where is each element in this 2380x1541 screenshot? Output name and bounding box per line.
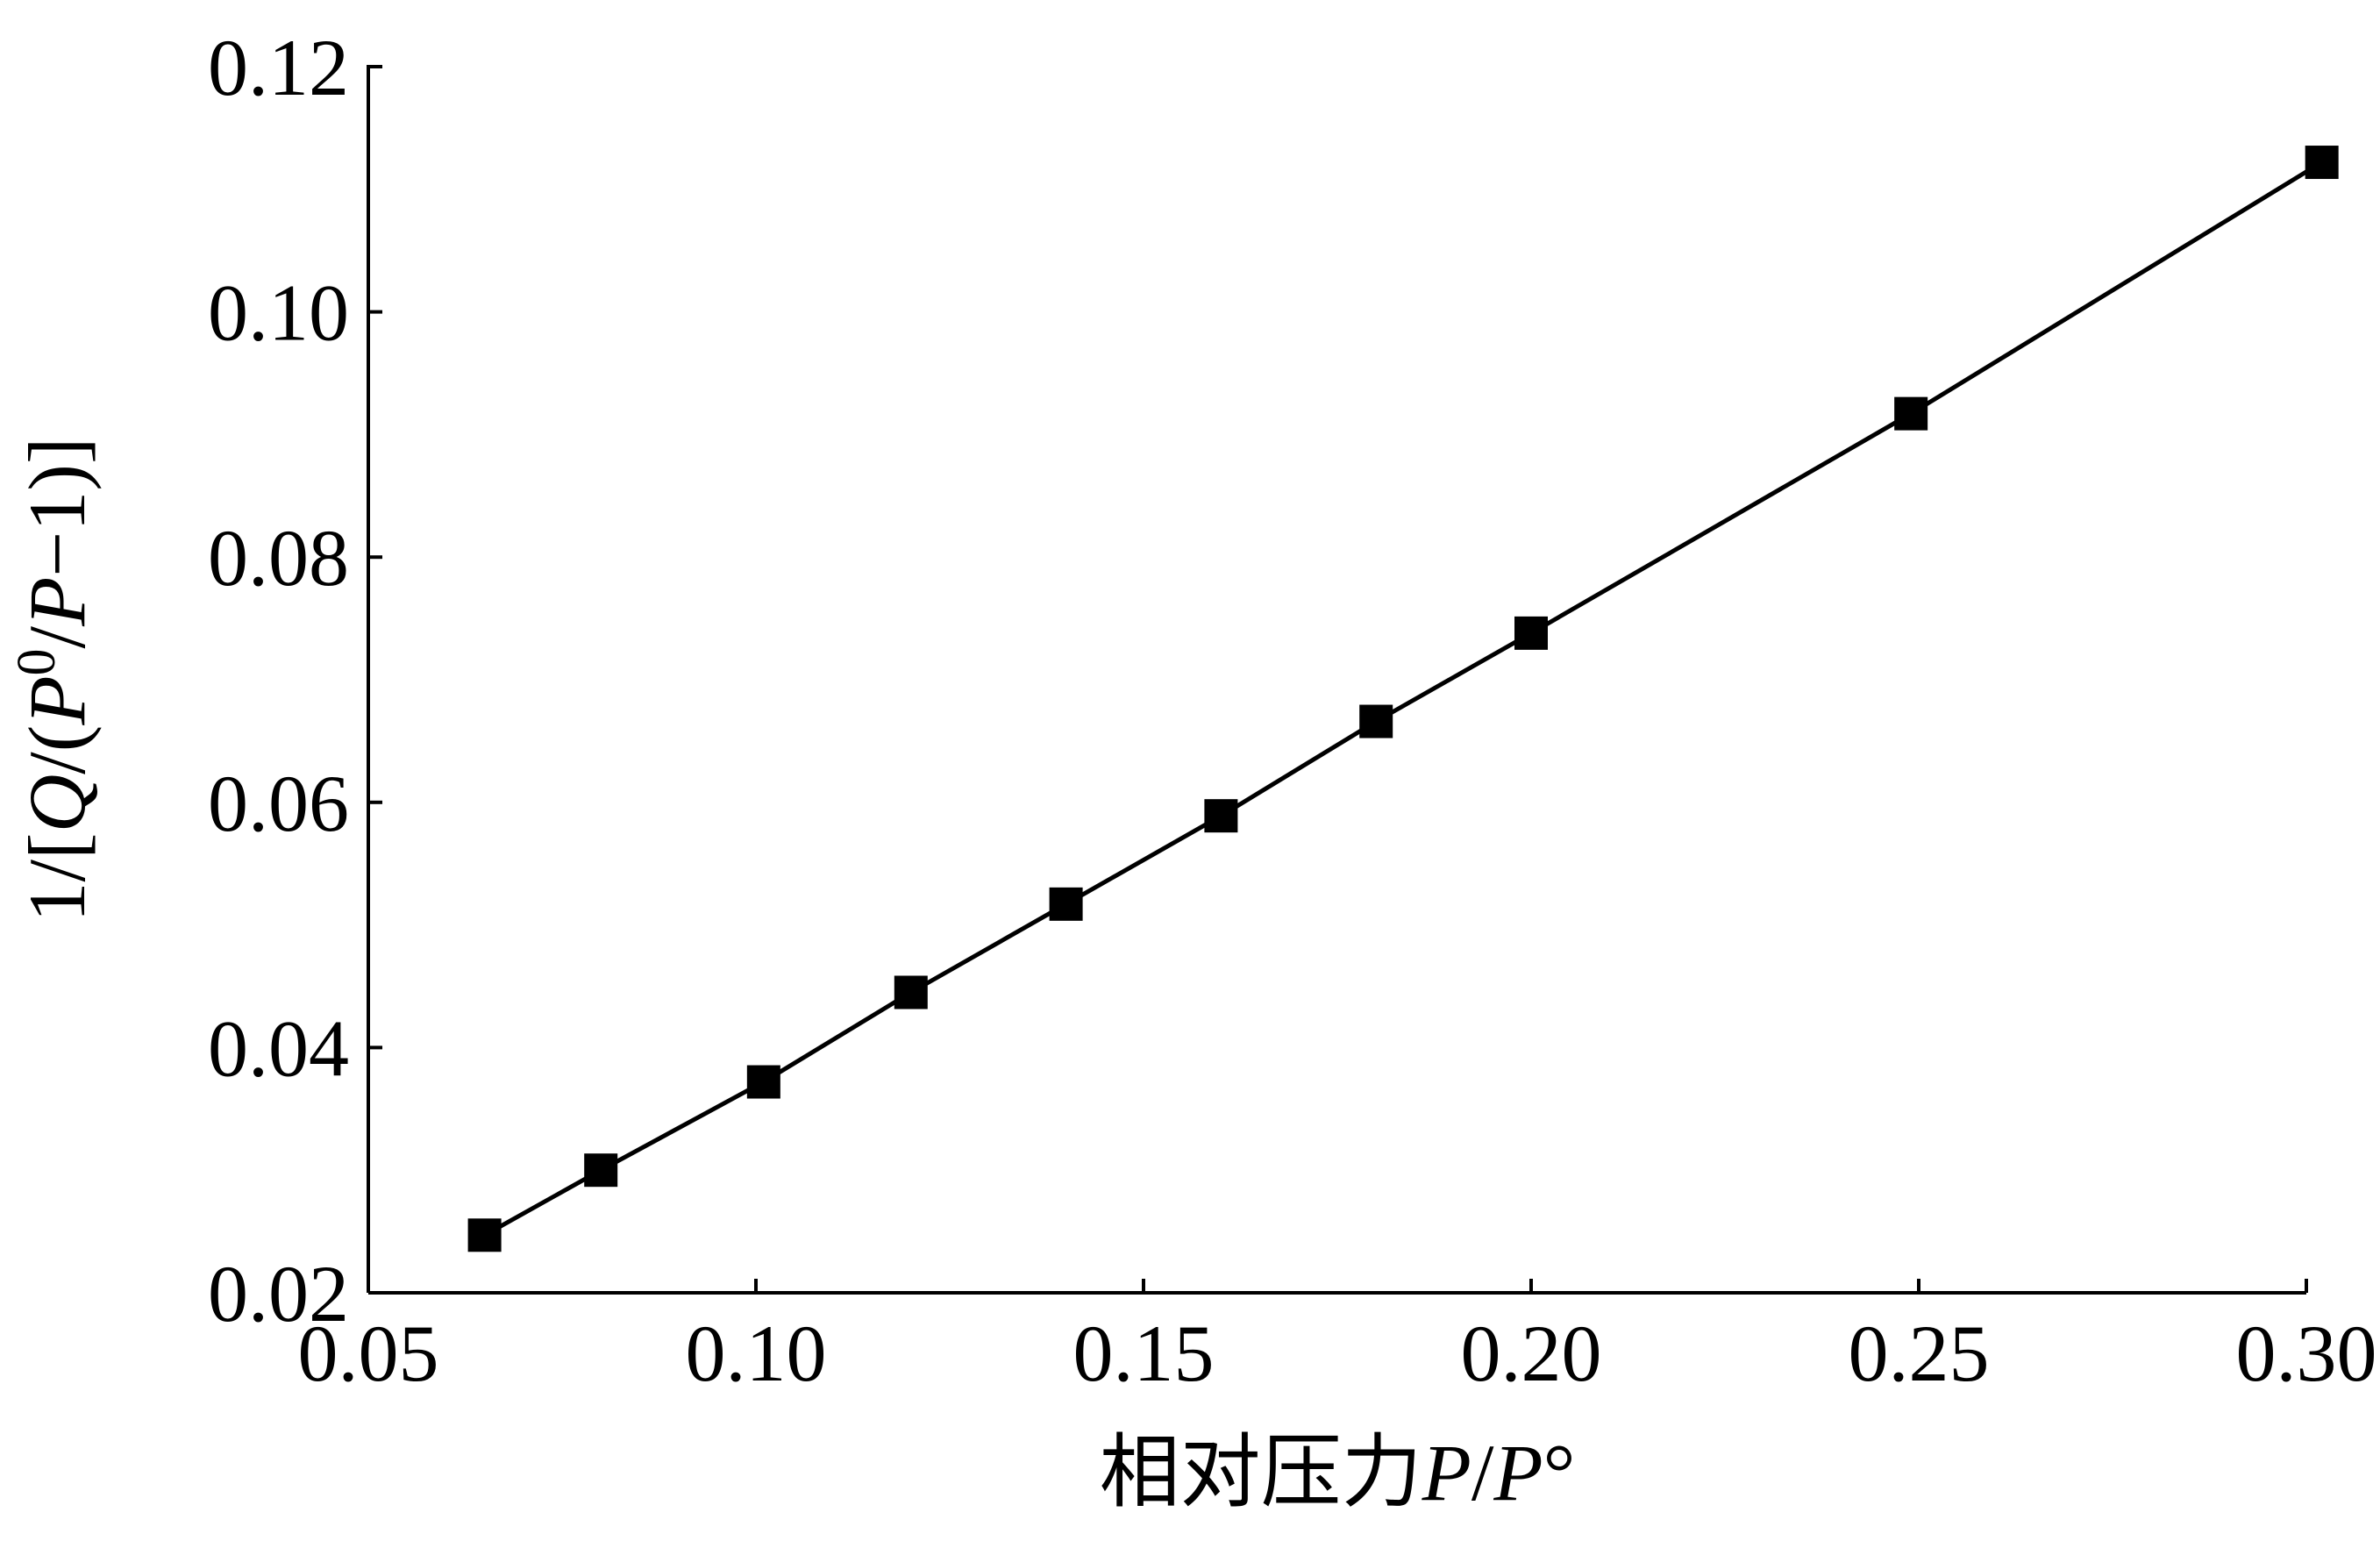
data-point <box>894 975 928 1009</box>
data-point <box>746 1065 780 1099</box>
data-point <box>1894 396 1928 431</box>
data-point <box>1204 799 1238 833</box>
y-tick-label: 0.06 <box>208 759 349 848</box>
y-tick-label: 0.10 <box>208 268 349 358</box>
x-tick-label: 0.15 <box>1073 1309 1215 1398</box>
data-point <box>584 1153 618 1188</box>
x-axis-title: 相对压力P/P° <box>1100 1428 1576 1517</box>
data-point <box>1049 887 1083 921</box>
x-tick-label: 0.05 <box>298 1309 439 1398</box>
data-point <box>1359 704 1393 738</box>
y-tick-label: 0.02 <box>208 1249 349 1338</box>
x-tick-label: 0.10 <box>686 1309 827 1398</box>
x-tick-label: 0.25 <box>1849 1309 1990 1398</box>
data-point <box>2305 146 2339 180</box>
x-tick-label: 0.20 <box>1461 1309 1602 1398</box>
data-point <box>1514 616 1548 650</box>
y-axis-title: 1/[Q/(P0/P−1)] <box>7 438 102 923</box>
data-point <box>467 1218 502 1252</box>
series-layer <box>467 146 2339 1252</box>
series-line <box>483 160 2324 1238</box>
y-tick-label: 0.08 <box>208 513 349 603</box>
y-tick-label: 0.12 <box>208 23 349 112</box>
y-tick-label: 0.04 <box>208 1003 349 1093</box>
axes <box>367 65 2308 1295</box>
x-tick-label: 0.30 <box>2236 1309 2377 1398</box>
labels-layer: 0.02 0.04 0.06 0.08 0.10 0.12 0.05 0.10 0.15 0.20… <box>7 23 2377 1517</box>
